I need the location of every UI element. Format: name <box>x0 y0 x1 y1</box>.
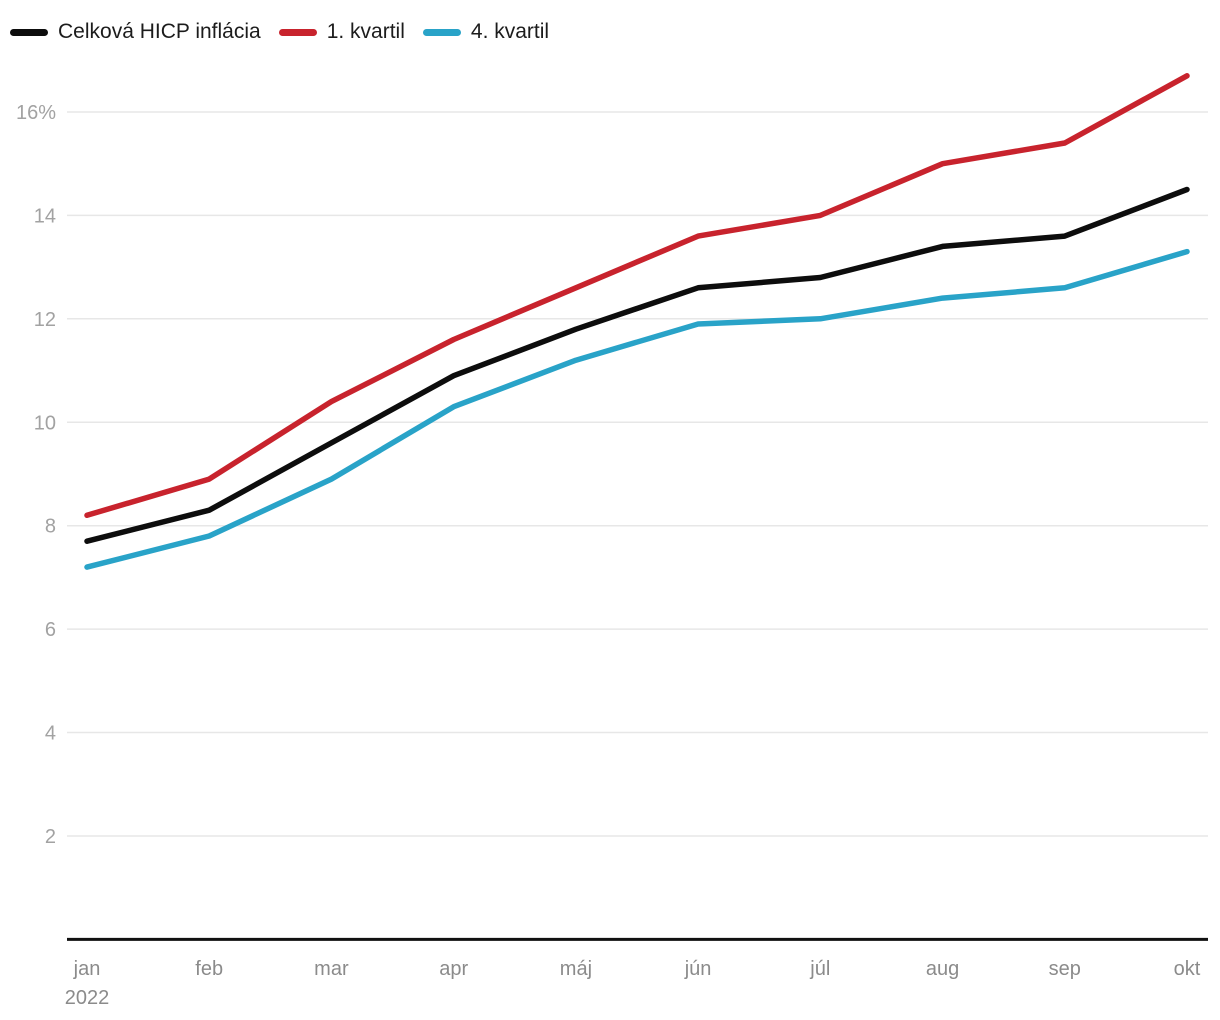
x-tick-label: jan <box>73 958 101 980</box>
x-tick-label: okt <box>1174 958 1201 980</box>
x-tick-label: máj <box>560 958 592 980</box>
y-tick-label: 14 <box>34 205 56 227</box>
legend-item-label: 4. kvartil <box>470 20 550 43</box>
legend-item-label: 1. kvartil <box>326 20 405 43</box>
x-tick-label: apr <box>439 958 468 980</box>
series-line <box>84 248 1190 570</box>
legend-item-label: Celková HICP inflácia <box>58 20 261 43</box>
line-swatch-icon <box>422 28 461 36</box>
x-tick-label: júl <box>809 958 830 980</box>
y-tick-label: 4 <box>45 723 56 745</box>
y-tick-label: 6 <box>45 619 56 641</box>
x-tick-label: mar <box>314 958 349 980</box>
x-tick-label: feb <box>195 958 223 980</box>
series-line <box>84 186 1190 544</box>
y-tick-label: 2 <box>45 826 56 848</box>
x-tick-label: sep <box>1049 958 1081 980</box>
y-tick-label: 12 <box>34 309 56 331</box>
legend-item: 4. kvartil <box>422 18 550 46</box>
x-axis-year-label: 2022 <box>65 987 110 1009</box>
legend-item: Celková HICP inflácia <box>10 18 261 46</box>
x-tick-label: jún <box>684 958 712 980</box>
y-tick-label: 8 <box>45 516 56 538</box>
y-tick-label: 16% <box>16 102 56 124</box>
x-tick-label: aug <box>926 958 959 980</box>
line-swatch-icon <box>10 28 48 36</box>
legend: Celková HICP inflácia 1. kvartil 4. kvarti… <box>10 18 549 46</box>
y-tick-label: 10 <box>34 412 56 434</box>
series-line <box>84 73 1190 519</box>
legend-item: 1. kvartil <box>278 18 405 46</box>
line-swatch-icon <box>278 28 317 36</box>
